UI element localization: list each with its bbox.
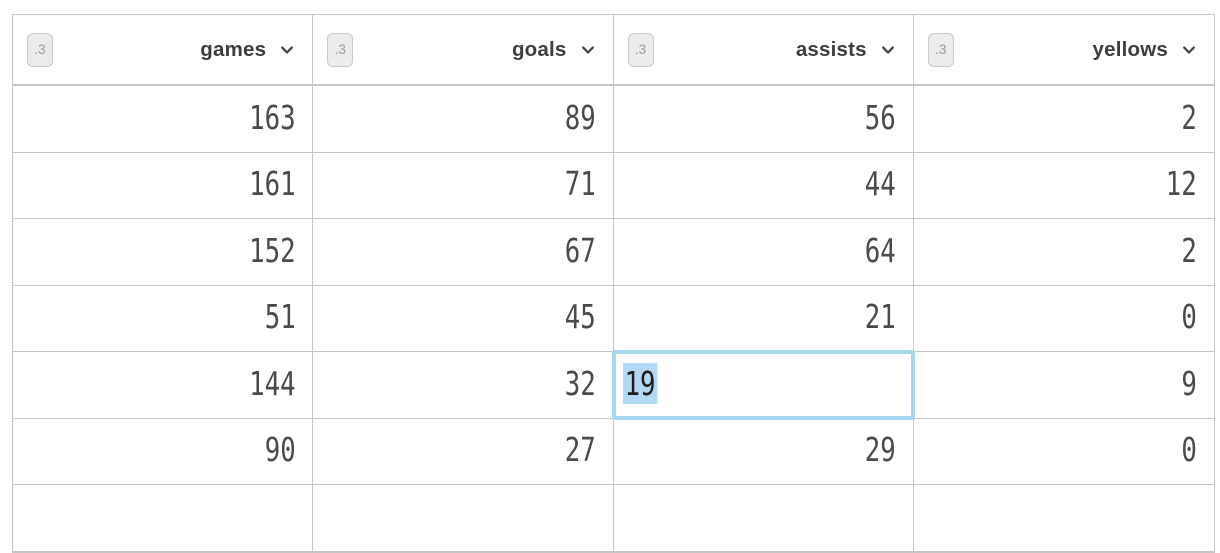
cell-value: 51 (264, 297, 296, 337)
table-cell[interactable] (13, 485, 314, 552)
chevron-down-icon[interactable] (580, 42, 596, 58)
table-cell[interactable]: 71 (313, 152, 614, 219)
cell-value: 161 (248, 164, 296, 204)
column-header-assists[interactable]: .3 assists (613, 15, 914, 86)
cell-value: 89 (564, 97, 596, 137)
cell-value: 29 (864, 430, 896, 470)
column-label: games (200, 37, 267, 61)
cell-value: 45 (564, 297, 596, 337)
table-cell[interactable]: 56 (613, 86, 914, 153)
table-cell[interactable]: 161 (13, 152, 314, 219)
cell-value: 32 (564, 363, 596, 403)
cell-value: 12 (1165, 164, 1197, 204)
grid-cells: .3 games .3 goals .3 assists .3 yellows 163 89 56 2… (13, 15, 1214, 552)
cell-value: 71 (564, 164, 596, 204)
table-cell[interactable] (913, 485, 1214, 552)
column-label: yellows (1092, 37, 1168, 61)
number-format-badge: .3 (27, 32, 53, 67)
cell-value: 163 (248, 97, 296, 137)
table-cell[interactable]: 89 (313, 86, 614, 153)
chevron-down-icon[interactable] (1181, 42, 1197, 58)
selected-cell-editor[interactable]: 19 (611, 350, 915, 420)
cell-value: 67 (564, 230, 596, 270)
cell-value: 9 (1181, 363, 1197, 403)
column-label: goals (511, 37, 567, 61)
cell-value: 44 (864, 164, 896, 204)
cell-value: 0 (1181, 430, 1197, 470)
cell-value: 56 (864, 97, 896, 137)
column-label: assists (795, 37, 867, 61)
cell-value: 90 (264, 430, 296, 470)
cell-value: 152 (248, 230, 296, 270)
column-header-yellows[interactable]: .3 yellows (913, 15, 1214, 86)
cell-value: 64 (864, 230, 896, 270)
table-cell[interactable] (613, 485, 914, 552)
table-cell[interactable]: 27 (313, 418, 614, 485)
cell-value: 144 (248, 363, 296, 403)
table-cell[interactable]: 163 (13, 86, 314, 153)
table-cell[interactable]: 29 (613, 418, 914, 485)
table-cell[interactable]: 21 (613, 285, 914, 352)
table-cell[interactable]: 0 (913, 418, 1214, 485)
number-format-badge: .3 (627, 32, 654, 67)
table-cell[interactable]: 67 (313, 219, 614, 286)
table-cell[interactable]: 51 (13, 285, 314, 352)
table-cell[interactable]: 12 (913, 152, 1214, 219)
table-cell[interactable]: 2 (913, 219, 1214, 286)
column-header-games[interactable]: .3 games (13, 15, 314, 86)
table-cell[interactable]: 45 (313, 285, 614, 352)
table-cell[interactable]: 32 (313, 352, 614, 419)
table-cell[interactable]: 144 (13, 352, 314, 419)
table-cell[interactable]: 152 (13, 219, 314, 286)
chevron-down-icon[interactable] (279, 42, 295, 58)
cell-value: 21 (864, 297, 896, 337)
chevron-down-icon[interactable] (880, 42, 896, 58)
number-format-badge: .3 (927, 32, 954, 67)
table-cell[interactable]: 2 (913, 86, 1214, 153)
data-grid: .3 games .3 goals .3 assists .3 yellows 163 89 56 2… (12, 14, 1215, 553)
table-cell[interactable]: 44 (613, 152, 914, 219)
table-cell[interactable]: 9 (913, 352, 1214, 419)
cell-value: 2 (1181, 97, 1197, 137)
table-cell[interactable] (313, 485, 614, 552)
cell-value: 0 (1181, 297, 1197, 337)
table-cell[interactable]: 90 (13, 418, 314, 485)
table-cell[interactable]: 0 (913, 285, 1214, 352)
number-format-badge: .3 (327, 32, 354, 67)
column-header-goals[interactable]: .3 goals (313, 15, 614, 86)
cell-value: 27 (564, 430, 596, 470)
cell-value-selected: 19 (622, 362, 657, 404)
table-cell[interactable]: 64 (613, 219, 914, 286)
cell-value: 2 (1181, 230, 1197, 270)
